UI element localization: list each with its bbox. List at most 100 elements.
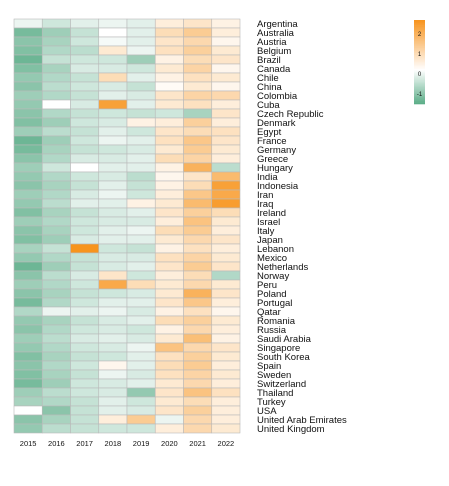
heatmap-cell (126, 99, 156, 110)
y-tick-label: Norway (257, 271, 289, 282)
y-tick-label: Lebanon (257, 244, 294, 255)
heatmap-cell (98, 279, 128, 290)
heatmap-cell (41, 153, 71, 164)
y-tick-label: Poland (257, 289, 287, 300)
heatmap-cell (41, 315, 71, 326)
y-tick-label: France (257, 136, 287, 147)
heatmap-cell (98, 180, 128, 191)
heatmap-cell (126, 63, 156, 74)
colorbar-segment (414, 92, 425, 95)
heatmap-cell (126, 36, 156, 47)
heatmap-cell (126, 126, 156, 137)
y-tick-label: Ireland (257, 208, 286, 219)
heatmap-cell (98, 360, 128, 371)
heatmap-cell (211, 396, 241, 407)
heatmap-cell (70, 234, 100, 245)
colorbar-segment (414, 46, 425, 49)
heatmap-cell (211, 153, 241, 164)
heatmap-cell (98, 261, 128, 272)
heatmap-cell (70, 288, 100, 299)
colorbar-segment (414, 71, 425, 74)
colorbar-tick-label: 2 (418, 32, 422, 38)
heatmap-cell (13, 54, 43, 65)
heatmap-cell (70, 198, 100, 209)
heatmap-cell (98, 99, 128, 110)
heatmap-cell (13, 243, 43, 254)
heatmap-cell (98, 252, 128, 263)
heatmap-cell (70, 45, 100, 56)
heatmap-cell (154, 369, 184, 380)
heatmap-cell (126, 252, 156, 263)
heatmap-cell (98, 414, 128, 425)
heatmap-cell (183, 378, 213, 389)
heatmap-cell (183, 351, 213, 362)
heatmap-cell (211, 126, 241, 137)
heatmap-cell (41, 261, 71, 272)
heatmap-cell (211, 324, 241, 335)
heatmap-cell (126, 54, 156, 65)
heatmap-cell (154, 414, 184, 425)
heatmap-cell (41, 306, 71, 317)
heatmap-cell (13, 270, 43, 281)
colorbar-tick-label: 0 (418, 72, 422, 78)
heatmap-cell (211, 279, 241, 290)
heatmap-cell (98, 90, 128, 101)
heatmap-cell (70, 63, 100, 74)
colorbar-segment (414, 81, 425, 84)
y-tick-label: Spain (257, 361, 281, 372)
heatmap-cell (41, 81, 71, 92)
heatmap-cell (98, 18, 128, 29)
heatmap-cell (70, 369, 100, 380)
heatmap-cell (70, 126, 100, 137)
heatmap-cell (41, 63, 71, 74)
heatmap-cell (126, 261, 156, 272)
heatmap-cell (70, 423, 100, 434)
y-tick-label: Belgium (257, 46, 291, 57)
y-tick-label: Indonesia (257, 181, 299, 192)
heatmap-cell (183, 216, 213, 227)
y-tick-label: Iran (257, 190, 273, 201)
heatmap-cell (70, 387, 100, 398)
heatmap-cell (154, 81, 184, 92)
colorbar-tick-label: 1 (418, 52, 422, 58)
colorbar-segment (414, 70, 425, 73)
heatmap-cell (154, 36, 184, 47)
colorbar-segment (414, 69, 425, 71)
heatmap-cell (13, 27, 43, 38)
heatmap-cell (13, 423, 43, 434)
heatmap-cell (211, 297, 241, 308)
heatmap-cell (126, 423, 156, 434)
y-tick-label: Italy (257, 226, 275, 237)
colorbar-segment (414, 42, 425, 45)
heatmap-cell (211, 207, 241, 218)
y-tick-label: Romania (257, 316, 296, 327)
heatmap-cell (70, 99, 100, 110)
heatmap-cell (211, 369, 241, 380)
heatmap-cell (70, 171, 100, 182)
heatmap-cell (13, 36, 43, 47)
heatmap-cell (70, 90, 100, 101)
heatmap-cell (70, 333, 100, 344)
heatmap-cell (211, 36, 241, 47)
colorbar-segment (414, 45, 425, 47)
y-tick-label: Egypt (257, 127, 282, 138)
heatmap-cell (98, 153, 128, 164)
heatmap-cell (154, 261, 184, 272)
heatmap-cell (13, 261, 43, 272)
heatmap-cell (13, 117, 43, 128)
colorbar-segment (414, 62, 425, 64)
x-tick-label: 2020 (161, 439, 178, 448)
heatmap-cell (98, 288, 128, 299)
heatmap-cell (211, 306, 241, 317)
y-tick-label: Switzerland (257, 379, 306, 390)
heatmap-cell (70, 162, 100, 173)
y-tick-label: USA (257, 406, 277, 417)
heatmap-cell (211, 378, 241, 389)
y-tick-label: Saudi Arabia (257, 334, 312, 345)
heatmap-cell (211, 63, 241, 74)
heatmap-cell (183, 144, 213, 155)
heatmap-cell (211, 99, 241, 110)
heatmap-cell (154, 396, 184, 407)
colorbar-segment (414, 50, 425, 53)
